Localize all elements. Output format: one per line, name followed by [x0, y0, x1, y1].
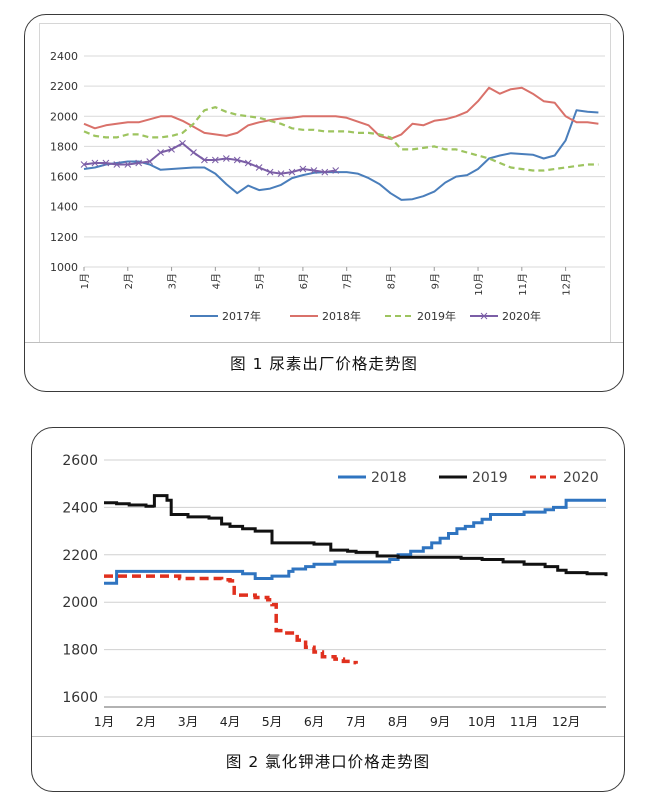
data-point-marker [124, 161, 132, 168]
data-point-marker [233, 156, 241, 164]
x-tick-label: 12月 [552, 714, 580, 729]
caption-divider [32, 736, 624, 737]
data-point-marker [310, 167, 318, 174]
data-point-marker [179, 140, 186, 147]
y-tick-label: 1600 [62, 690, 98, 706]
legend-marker [480, 312, 488, 320]
x-tick-label: 5月 [262, 714, 282, 729]
series-line-2020年 [83, 142, 336, 175]
x-tick-label: 2月 [136, 714, 156, 729]
series-line-2017年 [83, 109, 599, 201]
x-tick-label: 10月 [468, 714, 496, 729]
x-tick-label: 10月 [473, 273, 485, 296]
x-tick-label: 8月 [388, 714, 408, 729]
x-tick-label: 4月 [220, 714, 240, 729]
x-tick-label: 2月 [123, 273, 135, 289]
legend-label: 2020年 [502, 309, 541, 323]
legend-label: 2018 [371, 470, 407, 486]
x-tick-label: 9月 [430, 714, 450, 729]
data-point-marker [157, 149, 164, 156]
data-point-marker [135, 159, 143, 167]
urea-chart-caption: 图 1 尿素出厂价格走势图 [230, 355, 418, 373]
x-tick-label: 11月 [517, 273, 529, 296]
data-point-marker [288, 168, 296, 176]
x-tick-label: 7月 [346, 714, 366, 729]
legend-label: 2019 [472, 470, 508, 486]
potash-plot-area: 1600 1800 2000 2200 2400 2600 1月 2月 3月 4月 5月 6月 7月 8月… [46, 438, 610, 744]
data-point-marker [91, 159, 99, 167]
y-tick-label: 2400 [62, 500, 98, 516]
x-tick-label: 5月 [254, 273, 266, 289]
x-tick-label: 3月 [178, 714, 198, 729]
x-tick-label: 11月 [510, 714, 538, 729]
data-point-marker [244, 159, 252, 167]
y-tick-label: 2400 [50, 50, 78, 63]
legend-label: 2019年 [417, 309, 456, 323]
y-tick-label: 2200 [62, 548, 98, 564]
data-point-marker [332, 167, 340, 174]
y-tick-label: 2600 [62, 453, 98, 469]
x-tick-label: 9月 [429, 273, 441, 289]
y-tick-label: 1800 [62, 643, 98, 659]
data-point-marker [255, 164, 263, 171]
x-tick-label: 1月 [79, 273, 91, 289]
series-line-2018年 [83, 86, 599, 140]
data-point-marker [168, 146, 175, 153]
urea-line-chart: 1000 1200 1400 1600 1800 2000 2200 2400 1月 2月 3月 4月… [50, 50, 605, 323]
data-point-marker [277, 170, 285, 177]
x-tick-label: 1月 [94, 714, 114, 729]
series-line-2018 [104, 498, 606, 585]
potash-line-chart: 1600 1800 2000 2200 2400 2600 1月 2月 3月 4月 5月 6月 7月 8月… [62, 453, 608, 729]
data-point-marker [146, 158, 154, 165]
y-tick-label: 1400 [50, 201, 78, 214]
x-tick-label: 8月 [385, 273, 397, 289]
data-point-marker [222, 155, 230, 162]
y-tick-label: 2000 [62, 595, 98, 611]
y-tick-label: 1800 [50, 140, 78, 153]
urea-chart-panel: 1000 1200 1400 1600 1800 2000 2200 2400 1月 2月 3月 4月… [24, 14, 624, 392]
data-point-marker [211, 156, 219, 164]
data-point-marker [201, 156, 208, 164]
y-tick-label: 2200 [50, 80, 78, 93]
x-tick-label: 4月 [210, 273, 222, 289]
x-tick-label: 3月 [167, 273, 179, 289]
y-tick-label: 1200 [50, 231, 78, 244]
y-tick-label: 1600 [50, 171, 78, 184]
urea-plot-area: 1000 1200 1400 1600 1800 2000 2200 2400 1月 2月 3月 4月… [39, 23, 611, 343]
series-line-2019 [104, 494, 608, 577]
potash-chart-caption: 图 2 氯化钾港口价格走势图 [225, 753, 431, 771]
legend-label: 2018年 [322, 309, 361, 323]
series-line-2019年 [83, 106, 599, 172]
data-point-marker [102, 159, 110, 167]
data-point-marker [190, 149, 197, 156]
data-point-marker [321, 168, 329, 176]
x-tick-label: 12月 [561, 273, 573, 296]
caption-divider [25, 342, 623, 343]
x-tick-label: 6月 [304, 714, 324, 729]
series-line-2020 [104, 574, 358, 665]
legend-label: 2020 [563, 470, 599, 486]
y-tick-label: 1000 [50, 261, 78, 274]
data-point-marker [80, 161, 88, 168]
data-point-marker [113, 161, 121, 168]
potash-chart-panel: 1600 1800 2000 2200 2400 2600 1月 2月 3月 4月 5月 6月 7月 8月… [31, 427, 625, 792]
x-tick-label: 6月 [298, 273, 310, 289]
y-tick-label: 2000 [50, 110, 78, 123]
data-point-marker [266, 168, 274, 176]
x-tick-label: 7月 [342, 273, 354, 289]
legend-label: 2017年 [222, 309, 261, 323]
data-point-marker [299, 165, 307, 173]
